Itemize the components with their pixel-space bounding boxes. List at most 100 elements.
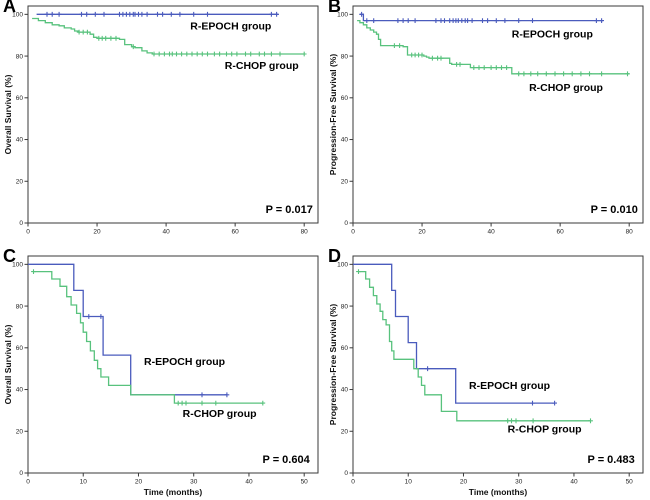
km-plot-B: 0 20 40 60 80 0 20 40 60 80 100 Progression-Free Su… bbox=[328, 5, 644, 236]
x-tick-label: 30 bbox=[515, 479, 523, 486]
y-axis-title: Progression-Free Survival (%) bbox=[328, 54, 338, 176]
censor-mark-r-chop-group bbox=[229, 51, 235, 57]
x-tick-label: 80 bbox=[626, 229, 634, 236]
censor-mark-r-chop-group bbox=[578, 71, 584, 77]
p-value-label: P = 0.483 bbox=[588, 454, 635, 466]
censor-mark-r-epoch-group bbox=[502, 18, 508, 23]
censor-mark-r-epoch-group bbox=[86, 314, 92, 319]
series-label-r-epoch-group: R-EPOCH group bbox=[144, 356, 225, 368]
survival-curve-r-chop-group bbox=[33, 270, 263, 404]
censor-mark-r-chop-group bbox=[569, 71, 575, 77]
panel-letter-B: B bbox=[328, 0, 341, 16]
censor-mark-r-chop-group bbox=[162, 51, 167, 57]
censor-mark-r-epoch-group bbox=[594, 18, 599, 23]
y-tick-label: 60 bbox=[16, 345, 24, 352]
censor-mark-r-chop-group bbox=[189, 51, 195, 57]
censor-mark-r-epoch-group bbox=[84, 11, 90, 17]
censor-mark-r-chop-group bbox=[356, 269, 361, 274]
survival-curve-r-chop-group bbox=[32, 17, 305, 55]
x-axis-title: Time (months) bbox=[144, 487, 203, 497]
censor-mark-r-chop-group bbox=[85, 29, 90, 35]
x-tick-label: 0 bbox=[26, 229, 30, 236]
censor-mark-r-epoch-group bbox=[433, 18, 439, 23]
censor-mark-r-chop-group bbox=[599, 71, 604, 77]
censor-mark-r-chop-group bbox=[528, 71, 534, 77]
censor-mark-r-epoch-group bbox=[599, 18, 604, 23]
p-value-label: P = 0.604 bbox=[263, 454, 311, 466]
y-tick-label: 100 bbox=[12, 12, 23, 19]
censor-mark-r-chop-group bbox=[194, 51, 200, 57]
x-tick-label: 0 bbox=[351, 479, 355, 486]
panel-letter-D: D bbox=[328, 246, 341, 266]
survival-curve-r-chop-group bbox=[358, 270, 591, 422]
censor-mark-r-chop-group bbox=[212, 51, 217, 57]
survival-curve-r-epoch-group bbox=[353, 263, 555, 404]
x-tick-label: 20 bbox=[93, 229, 101, 236]
censor-mark-r-epoch-group bbox=[56, 11, 62, 17]
censor-mark-r-chop-group bbox=[76, 29, 82, 35]
x-tick-label: 20 bbox=[418, 229, 426, 236]
x-tick-label: 60 bbox=[232, 229, 240, 236]
panel-D: D 0 10 20 30 40 50 0 20 40 60 80 100 Progression-Fre… bbox=[325, 246, 650, 500]
censor-mark-r-chop-group bbox=[301, 51, 307, 57]
panel-letter-C: C bbox=[3, 246, 16, 266]
plot-border bbox=[27, 5, 319, 224]
p-value-label: P = 0.017 bbox=[266, 204, 313, 216]
censor-mark-r-chop-group bbox=[234, 51, 240, 57]
x-tick-label: 10 bbox=[405, 479, 413, 486]
km-plot-D: 0 10 20 30 40 50 0 20 40 60 80 100 Progression-Free … bbox=[328, 255, 644, 497]
survival-curve-r-epoch-group bbox=[28, 263, 227, 396]
censor-mark-r-chop-group bbox=[184, 51, 190, 57]
censor-mark-r-epoch-group bbox=[465, 18, 470, 23]
x-axis-title: Time (months) bbox=[469, 487, 528, 497]
panel-C: C 0 10 20 30 40 50 0 20 40 60 80 100 Overall Surviva… bbox=[0, 246, 325, 500]
y-tick-label: 60 bbox=[16, 95, 24, 102]
y-tick-label: 20 bbox=[16, 428, 24, 435]
y-axis-title: Overall Survival (%) bbox=[3, 324, 13, 404]
censor-mark-r-chop-group bbox=[151, 51, 157, 57]
y-tick-label: 40 bbox=[16, 387, 24, 394]
censor-mark-r-chop-group bbox=[488, 65, 494, 70]
censor-mark-r-chop-group bbox=[217, 51, 222, 57]
censor-mark-r-epoch-group bbox=[530, 400, 535, 406]
survival-curve-r-epoch-group bbox=[359, 13, 604, 22]
censor-mark-r-chop-group bbox=[530, 418, 536, 424]
x-tick-label: 50 bbox=[626, 479, 634, 486]
series-label-r-chop-group: R-CHOP group bbox=[508, 424, 582, 436]
censor-mark-r-chop-group bbox=[471, 65, 477, 70]
y-tick-label: 20 bbox=[341, 178, 349, 185]
censor-mark-r-epoch-group bbox=[425, 366, 430, 372]
censor-mark-r-epoch-group bbox=[405, 18, 411, 23]
y-tick-label: 20 bbox=[16, 178, 24, 185]
censor-mark-r-epoch-group bbox=[359, 11, 364, 17]
panel-B: B 0 20 40 60 80 0 20 40 60 80 100 Progression-Free … bbox=[325, 0, 650, 250]
series-label-r-chop-group: R-CHOP group bbox=[183, 408, 257, 420]
censor-mark-r-epoch-group bbox=[191, 11, 197, 17]
censor-mark-r-chop-group bbox=[269, 51, 274, 57]
series-label-r-epoch-group: R-EPOCH group bbox=[512, 29, 593, 41]
plot-border bbox=[352, 5, 644, 224]
survival-curve-r-chop-group bbox=[357, 19, 630, 75]
censor-mark-r-epoch-group bbox=[442, 18, 447, 23]
y-tick-label: 80 bbox=[341, 53, 349, 60]
censor-mark-r-chop-group bbox=[169, 51, 175, 57]
censor-mark-r-chop-group bbox=[509, 418, 514, 424]
censor-mark-r-chop-group bbox=[481, 65, 487, 70]
km-plot-C: 0 10 20 30 40 50 0 20 40 60 80 100 Overall Survival … bbox=[3, 255, 319, 497]
y-tick-label: 40 bbox=[341, 387, 349, 394]
censor-mark-r-epoch-group bbox=[199, 392, 205, 398]
censor-mark-r-chop-group bbox=[199, 400, 205, 406]
censor-mark-r-chop-group bbox=[108, 35, 114, 41]
censor-mark-r-epoch-group bbox=[530, 18, 535, 23]
censor-mark-r-chop-group bbox=[243, 51, 248, 57]
x-tick-label: 40 bbox=[162, 229, 170, 236]
censor-mark-r-chop-group bbox=[504, 65, 509, 70]
panel-A: A 0 20 40 60 80 0 20 40 60 80 100 Overall Survival … bbox=[0, 0, 325, 250]
censor-mark-r-chop-group bbox=[535, 71, 541, 77]
panel-letter-A: A bbox=[3, 0, 16, 16]
y-tick-label: 60 bbox=[341, 345, 349, 352]
censor-mark-r-epoch-group bbox=[400, 18, 406, 23]
censor-mark-r-chop-group bbox=[516, 71, 522, 77]
y-tick-label: 100 bbox=[337, 12, 348, 19]
